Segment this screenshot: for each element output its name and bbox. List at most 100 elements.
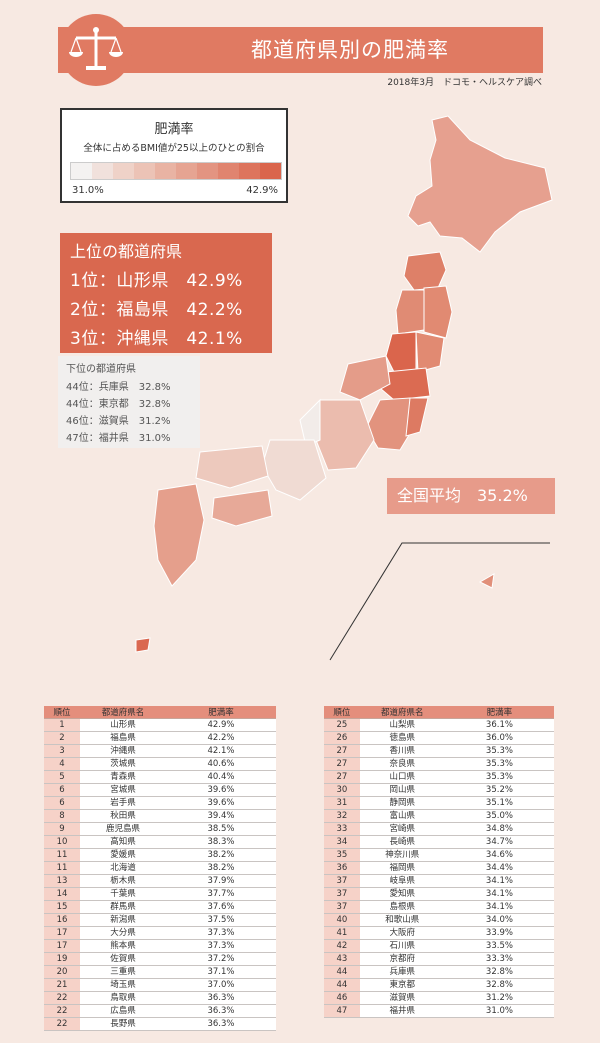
rate-cell: 36.1% — [444, 718, 554, 732]
rank-cell: 36 — [324, 861, 360, 875]
rank-cell: 11 — [44, 861, 80, 875]
bottom-prefectures-title: 下位の都道府県 — [66, 364, 136, 375]
table-row: 10 高知県 38.3% — [44, 835, 276, 849]
prefecture-cell: 和歌山県 — [359, 913, 445, 927]
rate-cell: 31.2% — [444, 991, 554, 1005]
prefecture-cell: 大分県 — [80, 926, 166, 940]
prefecture-cell: 大阪府 — [359, 926, 445, 940]
bottom-rank-44b: 44位：東京都 32.8% — [66, 399, 171, 410]
prefecture-cell: 石川県 — [359, 939, 445, 953]
table-row: 35 神奈川県 34.6% — [324, 848, 554, 862]
table-row: 22 広島県 36.3% — [44, 1004, 276, 1018]
table-row: 44 東京都 32.8% — [324, 978, 554, 992]
table-row: 4 茨城県 40.6% — [44, 757, 276, 771]
legend-box: 肥満率 全体に占めるBMI値が25以上のひとの割合 31.0% 42.9% — [60, 108, 288, 203]
rank-cell: 17 — [44, 926, 80, 940]
table-row: 15 群馬県 37.6% — [44, 900, 276, 914]
rank-cell: 41 — [324, 926, 360, 940]
rate-cell: 34.4% — [444, 861, 554, 875]
prefecture-cell: 岩手県 — [80, 796, 166, 810]
chubu-shape — [315, 399, 375, 471]
legend-min: 31.0% — [72, 185, 104, 196]
prefecture-cell: 群馬県 — [80, 900, 166, 914]
table-row: 41 大阪府 33.9% — [324, 926, 554, 940]
rank-cell: 2 — [44, 731, 80, 745]
prefecture-cell: 千葉県 — [80, 887, 166, 901]
rate-cell: 42.1% — [166, 744, 276, 758]
rate-cell: 39.6% — [166, 783, 276, 797]
rate-cell: 36.3% — [166, 1017, 276, 1031]
top-rank-2: 2位：福島県 42.2% — [70, 300, 243, 320]
bottom-rank-46: 46位：滋賀県 31.2% — [66, 416, 171, 427]
prefecture-cell: 沖縄県 — [80, 744, 166, 758]
prefecture-cell: 兵庫県 — [359, 965, 445, 979]
rate-cell: 36.0% — [444, 731, 554, 745]
prefecture-cell: 山形県 — [80, 718, 166, 732]
prefecture-cell: 香川県 — [359, 744, 445, 758]
table-row: 33 宮崎県 34.8% — [324, 822, 554, 836]
table-row: 37 岐阜県 34.1% — [324, 874, 554, 888]
hokuriku-shape — [299, 398, 321, 447]
rate-cell: 34.1% — [444, 887, 554, 901]
rank-cell: 44 — [324, 978, 360, 992]
prefecture-cell: 岡山県 — [359, 783, 445, 797]
legend-color-scale — [70, 162, 282, 180]
kinki-shape — [261, 439, 327, 501]
prefecture-cell: 山梨県 — [359, 718, 445, 732]
rate-cell: 35.2% — [444, 783, 554, 797]
bottom-prefectures-box: 下位の都道府県 44位：兵庫県 32.8% 44位：東京都 32.8% 46位：… — [58, 356, 200, 448]
rank-cell: 33 — [324, 822, 360, 836]
national-average-box: 全国平均 35.2% — [387, 478, 555, 514]
rank-cell: 16 — [44, 913, 80, 927]
prefecture-cell: 広島県 — [80, 1004, 166, 1018]
rate-cell: 35.3% — [444, 744, 554, 758]
table-row: 44 兵庫県 32.8% — [324, 965, 554, 979]
prefecture-cell: 奈良県 — [359, 757, 445, 771]
rank-cell: 10 — [44, 835, 80, 849]
rank-cell: 37 — [324, 887, 360, 901]
rate-cell: 39.4% — [166, 809, 276, 823]
rank-cell: 9 — [44, 822, 80, 836]
niigata-shape — [339, 355, 391, 401]
prefecture-cell: 福井県 — [359, 1004, 445, 1018]
legend-swatch — [113, 163, 134, 179]
prefecture-cell: 青森県 — [80, 770, 166, 784]
rate-cell: 35.3% — [444, 770, 554, 784]
rate-cell: 37.2% — [166, 952, 276, 966]
table-row: 17 熊本県 37.3% — [44, 939, 276, 953]
rate-cell: 35.0% — [444, 809, 554, 823]
table-row: 5 青森県 40.4% — [44, 770, 276, 784]
rank-cell: 8 — [44, 809, 80, 823]
legend-title: 肥満率 — [154, 122, 194, 137]
rank-cell: 15 — [44, 900, 80, 914]
rank-cell: 35 — [324, 848, 360, 862]
prefecture-cell: 長野県 — [80, 1017, 166, 1031]
rate-cell: 42.2% — [166, 731, 276, 745]
legend-swatch — [176, 163, 197, 179]
table-row: 47 福井県 31.0% — [324, 1004, 554, 1018]
rank-cell: 17 — [44, 939, 80, 953]
japan-choropleth-map — [135, 115, 553, 661]
table-row: 14 千葉県 37.7% — [44, 887, 276, 901]
prefecture-cell: 東京都 — [359, 978, 445, 992]
rate-cell: 31.0% — [444, 1004, 554, 1018]
akita-shape — [395, 289, 425, 335]
rate-cell: 37.0% — [166, 978, 276, 992]
ibaraki-shape — [405, 397, 429, 437]
rate-cell: 38.2% — [166, 861, 276, 875]
prefecture-cell: 佐賀県 — [80, 952, 166, 966]
prefecture-cell: 山口県 — [359, 770, 445, 784]
prefecture-cell: 新潟県 — [80, 913, 166, 927]
table-row: 32 富山県 35.0% — [324, 809, 554, 823]
table-row: 16 新潟県 37.5% — [44, 913, 276, 927]
table-row: 13 栃木県 37.9% — [44, 874, 276, 888]
islands-shape — [478, 573, 495, 589]
prefecture-cell: 高知県 — [80, 835, 166, 849]
prefecture-cell: 鳥取県 — [80, 991, 166, 1005]
table-row: 30 岡山県 35.2% — [324, 783, 554, 797]
table-row: 2 福島県 42.2% — [44, 731, 276, 745]
rate-cell: 34.0% — [444, 913, 554, 927]
rank-cell: 1 — [44, 718, 80, 732]
rank-cell: 22 — [44, 1017, 80, 1031]
table-row: 17 大分県 37.3% — [44, 926, 276, 940]
